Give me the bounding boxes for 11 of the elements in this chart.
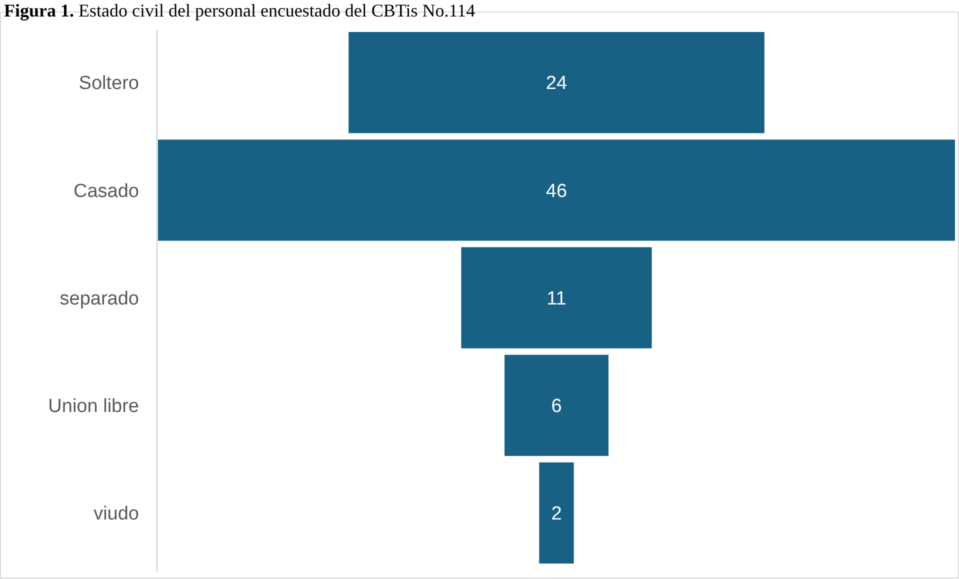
category-label: Casado bbox=[74, 180, 139, 202]
category-label: Union libre bbox=[48, 396, 139, 418]
category-label: separado bbox=[60, 288, 139, 310]
text: Figura 1. Estado civil del personal encuestado del CBTis No.114 bbox=[4, 0, 476, 20]
data-label: 6 bbox=[551, 396, 562, 418]
data-label: 2 bbox=[551, 504, 562, 525]
category-label: Soltero bbox=[78, 73, 139, 94]
data-label: 24 bbox=[546, 73, 568, 94]
category-label: viudo bbox=[94, 504, 139, 525]
data-label: 11 bbox=[546, 288, 566, 310]
data-label: 46 bbox=[546, 180, 568, 202]
